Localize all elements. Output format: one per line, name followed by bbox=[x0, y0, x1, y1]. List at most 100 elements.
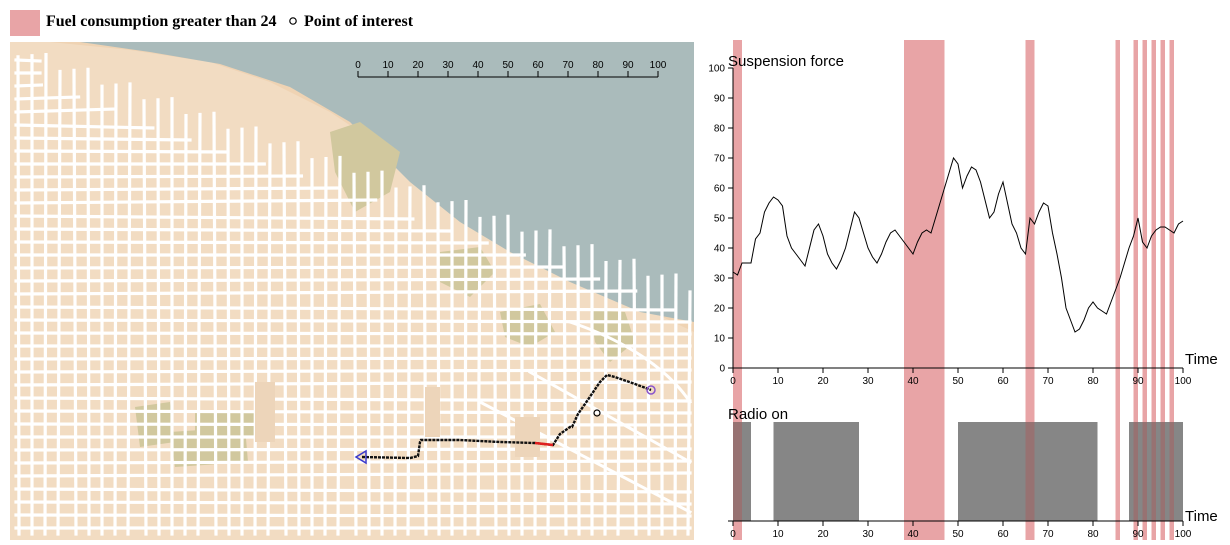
x-tick-label: 70 bbox=[1042, 529, 1054, 540]
road-segment bbox=[296, 141, 301, 536]
road-segment bbox=[86, 67, 91, 536]
radio-on-bar bbox=[958, 422, 1098, 521]
x-tick-label: 0 bbox=[730, 529, 736, 540]
x-tick-label: 60 bbox=[997, 529, 1009, 540]
legend: Fuel consumption greater than 24 Point o… bbox=[0, 0, 720, 44]
road-segment bbox=[14, 331, 692, 336]
road-segment bbox=[14, 174, 304, 179]
scale-tick-label: 90 bbox=[622, 60, 634, 71]
radio-highlight-overlap bbox=[1025, 422, 1035, 521]
y-tick-label: 50 bbox=[714, 214, 726, 225]
x-tick-label: 90 bbox=[1132, 376, 1144, 387]
x-tick-label: 50 bbox=[952, 376, 964, 387]
radio-highlight-overlap bbox=[1133, 422, 1138, 521]
x-tick-label: 50 bbox=[952, 529, 964, 540]
road-segment bbox=[476, 216, 482, 536]
fuel-highlight-band bbox=[1160, 40, 1165, 540]
y-tick-label: 70 bbox=[714, 154, 726, 165]
poi-legend-icon bbox=[289, 17, 297, 25]
scale-tick-label: 100 bbox=[650, 60, 667, 71]
y-tick-label: 90 bbox=[714, 94, 726, 105]
x-tick-label: 30 bbox=[862, 529, 874, 540]
road-segment bbox=[14, 487, 692, 494]
scale-tick-label: 50 bbox=[502, 60, 514, 71]
suspension-line bbox=[732, 156, 1184, 333]
road-segment bbox=[14, 422, 692, 427]
road-segment bbox=[266, 143, 272, 536]
road-segment bbox=[422, 185, 428, 536]
fuel-highlight-band bbox=[1115, 40, 1120, 540]
road-segment bbox=[72, 68, 78, 536]
road-segment bbox=[113, 83, 118, 536]
radio-on-bar bbox=[773, 422, 859, 521]
scale-tick-label: 60 bbox=[532, 60, 544, 71]
road-segment bbox=[616, 259, 622, 536]
point-of-interest-icon bbox=[593, 409, 601, 417]
x-tick-label: 20 bbox=[817, 529, 829, 540]
road-segment bbox=[14, 186, 341, 192]
x-tick-label: 40 bbox=[907, 376, 919, 387]
route-high-fuel-segment bbox=[534, 441, 554, 447]
x-tick-label: 0 bbox=[730, 376, 736, 387]
road-segment bbox=[253, 126, 258, 536]
road-segment bbox=[366, 171, 371, 536]
x-tick-label: 40 bbox=[907, 529, 919, 540]
legend-label-fuel: Fuel consumption greater than 24 bbox=[46, 13, 277, 30]
road-segment bbox=[576, 245, 581, 536]
road-segment bbox=[56, 69, 62, 536]
radio-chart: 0 10 20 30 40 50 60 70 80 90 100 Radio on Time bbox=[728, 406, 1218, 540]
x-tick-label: 70 bbox=[1042, 376, 1054, 387]
road-segment bbox=[14, 500, 692, 506]
x-tick-label: 90 bbox=[1132, 529, 1144, 540]
radio-highlight-overlap bbox=[1160, 422, 1165, 521]
road-segment bbox=[14, 240, 489, 245]
scale-tick-label: 40 bbox=[472, 60, 484, 71]
x-tick-label: 10 bbox=[772, 529, 784, 540]
legend-label-poi: Point of interest bbox=[304, 13, 414, 30]
road-segment bbox=[632, 258, 638, 536]
x-tick-label: 80 bbox=[1087, 376, 1099, 387]
scale-tick-label: 20 bbox=[412, 60, 424, 71]
map-canvas[interactable]: 0 10 20 30 40 50 60 70 80 90 100 bbox=[10, 42, 694, 540]
x-tick-label: 10 bbox=[772, 376, 784, 387]
road-segment bbox=[603, 260, 608, 536]
y-tick-label: 60 bbox=[714, 184, 726, 195]
radio-on-bar bbox=[1129, 422, 1183, 521]
road-segment bbox=[14, 265, 564, 270]
radio-highlight-overlap bbox=[733, 422, 742, 521]
road-segment bbox=[14, 447, 692, 452]
y-tick-label: 30 bbox=[714, 274, 726, 285]
road-segment bbox=[282, 142, 288, 536]
road-segment bbox=[14, 58, 42, 63]
road-segment bbox=[142, 99, 148, 536]
y-tick-label: 10 bbox=[714, 334, 726, 345]
charts-panel: 0 10 20 30 40 50 60 70 80 90 100 0 10 20 30 40 50 60 70 80 9… bbox=[700, 30, 1230, 540]
road-segment bbox=[14, 95, 81, 101]
scale-tick-label: 10 bbox=[382, 60, 394, 71]
y-tick-label: 80 bbox=[714, 124, 726, 135]
y-tick-label: 0 bbox=[719, 364, 725, 375]
fuel-highlight-band bbox=[904, 40, 945, 540]
road-segment bbox=[406, 186, 412, 536]
x-tick-label: 30 bbox=[862, 376, 874, 387]
road-segment bbox=[14, 149, 229, 154]
city-map[interactable]: 0 10 20 30 40 50 60 70 80 90 100 bbox=[10, 42, 694, 540]
road-segment bbox=[14, 368, 692, 374]
x-tick-label: 100 bbox=[1175, 529, 1192, 540]
x-axis-label: Time bbox=[1185, 351, 1218, 368]
road-segment bbox=[14, 214, 415, 221]
road-segment bbox=[14, 409, 692, 415]
suspension-chart: 0 10 20 30 40 50 60 70 80 90 100 0 10 20 30 40 50 60 70 80 9… bbox=[708, 53, 1217, 387]
radio-on-bar bbox=[733, 422, 751, 521]
charts-canvas: 0 10 20 30 40 50 60 70 80 90 100010203040506070809… bbox=[708, 40, 1218, 540]
road-segment bbox=[14, 289, 638, 296]
x-tick-label: 20 bbox=[817, 376, 829, 387]
road-segment bbox=[14, 83, 44, 88]
building-block bbox=[255, 382, 275, 442]
x-tick-label: 60 bbox=[997, 376, 1009, 387]
road-segment bbox=[463, 199, 468, 536]
legend-swatch-fuel bbox=[10, 10, 40, 36]
park-area bbox=[500, 304, 555, 347]
route-start-icon bbox=[354, 449, 367, 465]
radio-highlight-overlap bbox=[1169, 422, 1174, 521]
